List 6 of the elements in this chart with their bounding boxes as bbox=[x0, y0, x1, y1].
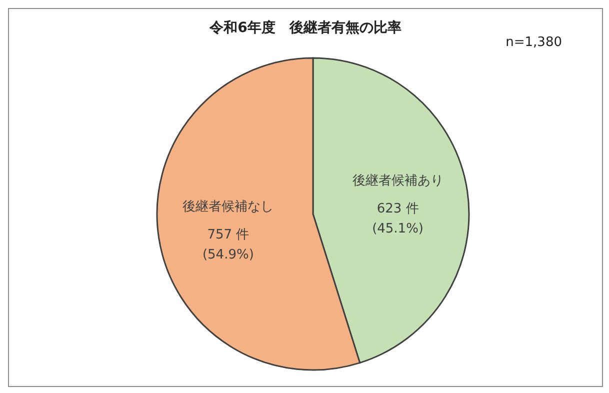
slice-label: 後継者候補なし bbox=[182, 200, 274, 215]
data-label: 757 件 (54.9%) bbox=[202, 228, 254, 263]
slice-label: 後継者候補あり bbox=[352, 174, 444, 189]
data-label: 623 件 (45.1%) bbox=[372, 202, 424, 237]
text: n=1,380 bbox=[506, 35, 562, 50]
chart-title: 令和6年度 後継者有無の比率 bbox=[210, 20, 402, 36]
